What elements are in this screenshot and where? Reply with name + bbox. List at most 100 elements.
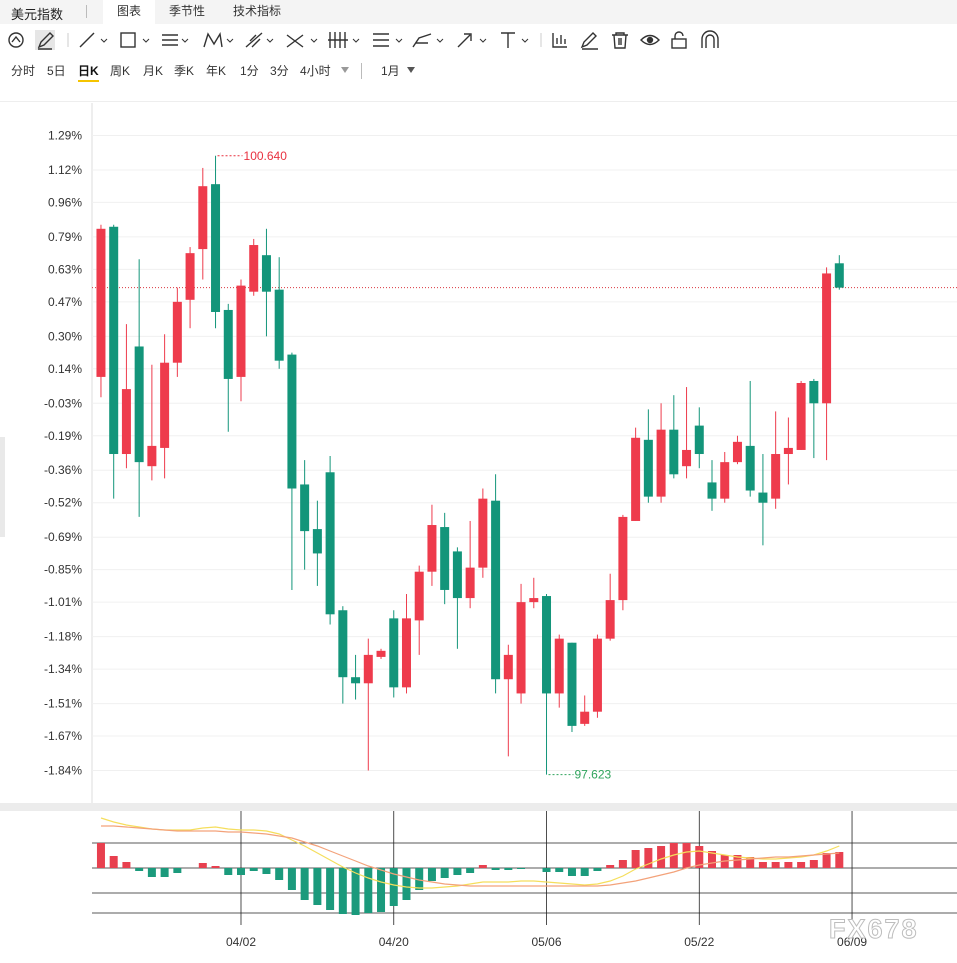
candle-body	[376, 650, 386, 657]
tool-icon[interactable]	[328, 32, 360, 48]
divider	[0, 101, 957, 102]
candle-body	[822, 273, 832, 404]
y-tick-label: -1.67%	[44, 729, 82, 743]
extreme-label: 97.623	[575, 768, 612, 782]
macd-bar	[122, 862, 131, 868]
period-button[interactable]: 1分	[240, 64, 259, 78]
macd-bar	[415, 868, 424, 890]
tool-icon[interactable]	[373, 33, 403, 47]
candle-body	[758, 492, 768, 503]
candle-body	[300, 484, 310, 532]
candle-body	[516, 602, 526, 694]
tool-icon[interactable]	[412, 33, 444, 48]
period-button[interactable]: 年K	[206, 64, 227, 78]
macd-bar	[389, 868, 398, 906]
y-tick-label: 0.14%	[48, 362, 82, 376]
macd-bar	[669, 843, 678, 868]
macd-bar	[797, 862, 806, 868]
tool-icon[interactable]	[245, 32, 274, 48]
y-tick-label: -0.85%	[44, 563, 82, 577]
candle-body	[732, 441, 742, 463]
macd-bar	[211, 866, 220, 868]
tool-icon[interactable]	[671, 31, 687, 49]
tool-icon[interactable]	[35, 30, 55, 50]
candle-body	[338, 610, 348, 678]
candle-body	[554, 638, 564, 694]
candle-body	[834, 263, 844, 288]
dropdown-arrow[interactable]	[406, 66, 416, 74]
tool-icon[interactable]	[612, 32, 628, 49]
period-button[interactable]: 4小时	[300, 64, 331, 78]
candle-body	[223, 309, 233, 379]
candle-body	[605, 600, 615, 639]
tool-icon[interactable]	[162, 34, 189, 46]
macd-bar	[657, 846, 666, 868]
tab-bar: 美元指数 图表 季节性 技术指标	[0, 0, 957, 24]
macd-bar	[300, 868, 309, 900]
tool-icon[interactable]	[501, 32, 529, 48]
tool-icon[interactable]	[203, 31, 234, 48]
macd-bar	[147, 868, 156, 877]
macd-bar	[135, 868, 144, 871]
candle-body	[567, 642, 577, 726]
tab[interactable]: 图表	[103, 0, 156, 24]
range-select[interactable]: 1月	[381, 64, 400, 78]
candle-body	[249, 245, 259, 292]
dropdown-arrow[interactable]	[340, 66, 350, 74]
period-button[interactable]: 5日	[47, 64, 66, 78]
macd-bar	[491, 868, 500, 870]
macd-bar	[580, 868, 589, 876]
macd-bar	[542, 868, 551, 872]
tool-icon[interactable]	[580, 32, 598, 50]
candle-body	[440, 527, 450, 590]
y-tick-label: 0.47%	[48, 295, 82, 309]
tool-icon[interactable]	[8, 32, 24, 48]
tool-icon[interactable]	[79, 32, 108, 48]
tool-icon[interactable]	[552, 33, 567, 48]
x-tick-label: 06/09	[837, 935, 867, 949]
macd-bar	[822, 853, 831, 868]
x-tick-label: 05/22	[684, 935, 714, 949]
period-button[interactable]: 周K	[110, 64, 131, 78]
tab[interactable]: 季节性	[169, 4, 206, 18]
period-button[interactable]: 3分	[270, 64, 289, 78]
tool-icon[interactable]	[640, 34, 660, 46]
candle-body	[134, 346, 144, 463]
period-button[interactable]: 月K	[143, 64, 164, 78]
macd-bar	[173, 868, 182, 873]
candle-body	[491, 500, 501, 680]
macd-bar	[517, 868, 526, 869]
candle-body	[198, 186, 208, 250]
separator	[86, 5, 87, 18]
candle-body	[809, 380, 819, 404]
period-button[interactable]: 分时	[11, 64, 36, 78]
macd-bar	[809, 860, 818, 868]
candle-body	[363, 654, 373, 684]
macd-bar	[835, 852, 844, 868]
macd-bar	[453, 868, 462, 875]
macd-bar	[160, 868, 169, 877]
tool-icon[interactable]	[286, 34, 318, 48]
tab[interactable]: 技术指标	[233, 4, 282, 18]
tool-icon[interactable]	[120, 32, 150, 48]
macd-bar	[377, 868, 386, 912]
macd-bar	[427, 868, 436, 881]
candle-body	[529, 598, 539, 603]
candle-body	[631, 437, 641, 521]
period-button[interactable]: 季K	[174, 64, 195, 78]
tool-icon[interactable]	[457, 33, 487, 48]
period-button[interactable]: 日K	[78, 62, 99, 82]
candle-body	[211, 184, 221, 312]
macd-bar	[784, 862, 793, 868]
macd-bar	[567, 868, 576, 876]
candle-body	[783, 447, 793, 455]
candle-body	[580, 711, 590, 724]
candle-body	[796, 383, 806, 450]
y-tick-label: -1.84%	[44, 764, 82, 778]
macd-bar	[606, 865, 615, 868]
x-tick-label: 04/20	[379, 935, 409, 949]
candle-body	[745, 445, 755, 491]
tool-icon[interactable]	[701, 30, 719, 48]
instrument-title: 美元指数	[11, 7, 64, 22]
